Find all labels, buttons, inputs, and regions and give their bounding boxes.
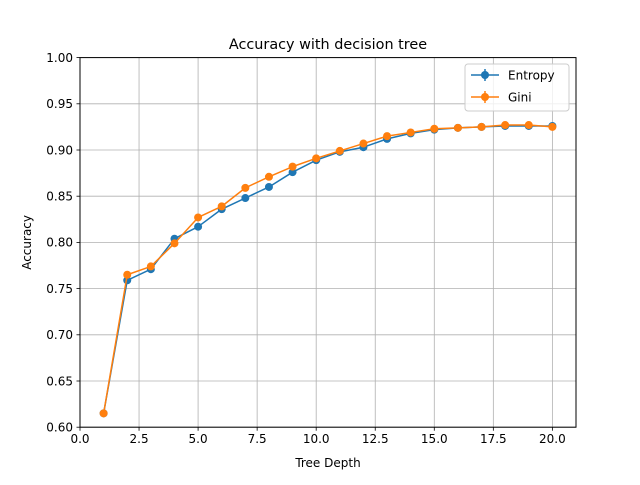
gini-data-point [264, 172, 273, 181]
x-axis-label: Tree Depth [294, 456, 360, 470]
gini-data-point [217, 202, 226, 211]
y-tick-label: 0.75 [46, 282, 73, 296]
gini-data-point [453, 123, 462, 132]
gini-data-point [477, 122, 486, 131]
y-tick-label: 0.65 [46, 374, 73, 388]
gini-data-point [548, 122, 557, 131]
x-tick-label: 20.0 [539, 432, 566, 446]
y-axis-label: Accuracy [20, 215, 34, 270]
chart-title: Accuracy with decision tree [229, 37, 427, 53]
x-tick-label: 0.0 [70, 432, 89, 446]
x-tick-label: 2.5 [130, 432, 149, 446]
entropy-data-point [264, 182, 273, 191]
gini-data-point [170, 239, 179, 248]
gini-data-point [359, 139, 368, 148]
ticks: 0.0 2.5 5.0 7.5 10.0 12.5 15.0 17.5 20.0 0.60 0.65… [46, 51, 565, 446]
x-tick-label: 5.0 [189, 432, 208, 446]
x-tick-label: 15.0 [421, 432, 448, 446]
legend: Entropy Gini [464, 63, 570, 112]
gini-data-point [241, 183, 250, 192]
gini-data-point [123, 270, 132, 279]
x-tick-label: 7.5 [248, 432, 267, 446]
gini-data-point [194, 213, 203, 222]
gini-data-point [288, 162, 297, 171]
x-tick-label: 17.5 [480, 432, 507, 446]
x-tick-label: 12.5 [362, 432, 389, 446]
entropy-data-point [194, 222, 203, 231]
x-tick-label: 10.0 [303, 432, 330, 446]
gini-data-point [146, 262, 155, 271]
legend-entropy-label: Entropy [508, 69, 555, 83]
gini-data-point [501, 121, 510, 130]
gini-data-point [335, 146, 344, 155]
legend-entropy-marker [481, 71, 489, 79]
gini-data-point [312, 154, 321, 163]
y-tick-label: 0.70 [46, 328, 73, 342]
legend-gini-label: Gini [508, 91, 532, 105]
series-layer [99, 121, 557, 418]
gini-data-point [99, 409, 108, 418]
y-tick-label: 0.90 [46, 143, 73, 157]
gini-data-point [406, 128, 415, 137]
y-tick-label: 0.80 [46, 236, 73, 250]
gini-data-point [430, 124, 439, 133]
y-tick-label: 0.95 [46, 97, 73, 111]
entropy-data-point [288, 168, 297, 177]
y-tick-label: 0.60 [46, 421, 73, 435]
gini-data-point [383, 132, 392, 141]
y-tick-label: 0.85 [46, 190, 73, 204]
y-tick-label: 1.00 [46, 51, 73, 65]
entropy-data-point [241, 194, 250, 203]
legend-gini-marker [481, 93, 489, 101]
gini-data-point [524, 121, 533, 130]
